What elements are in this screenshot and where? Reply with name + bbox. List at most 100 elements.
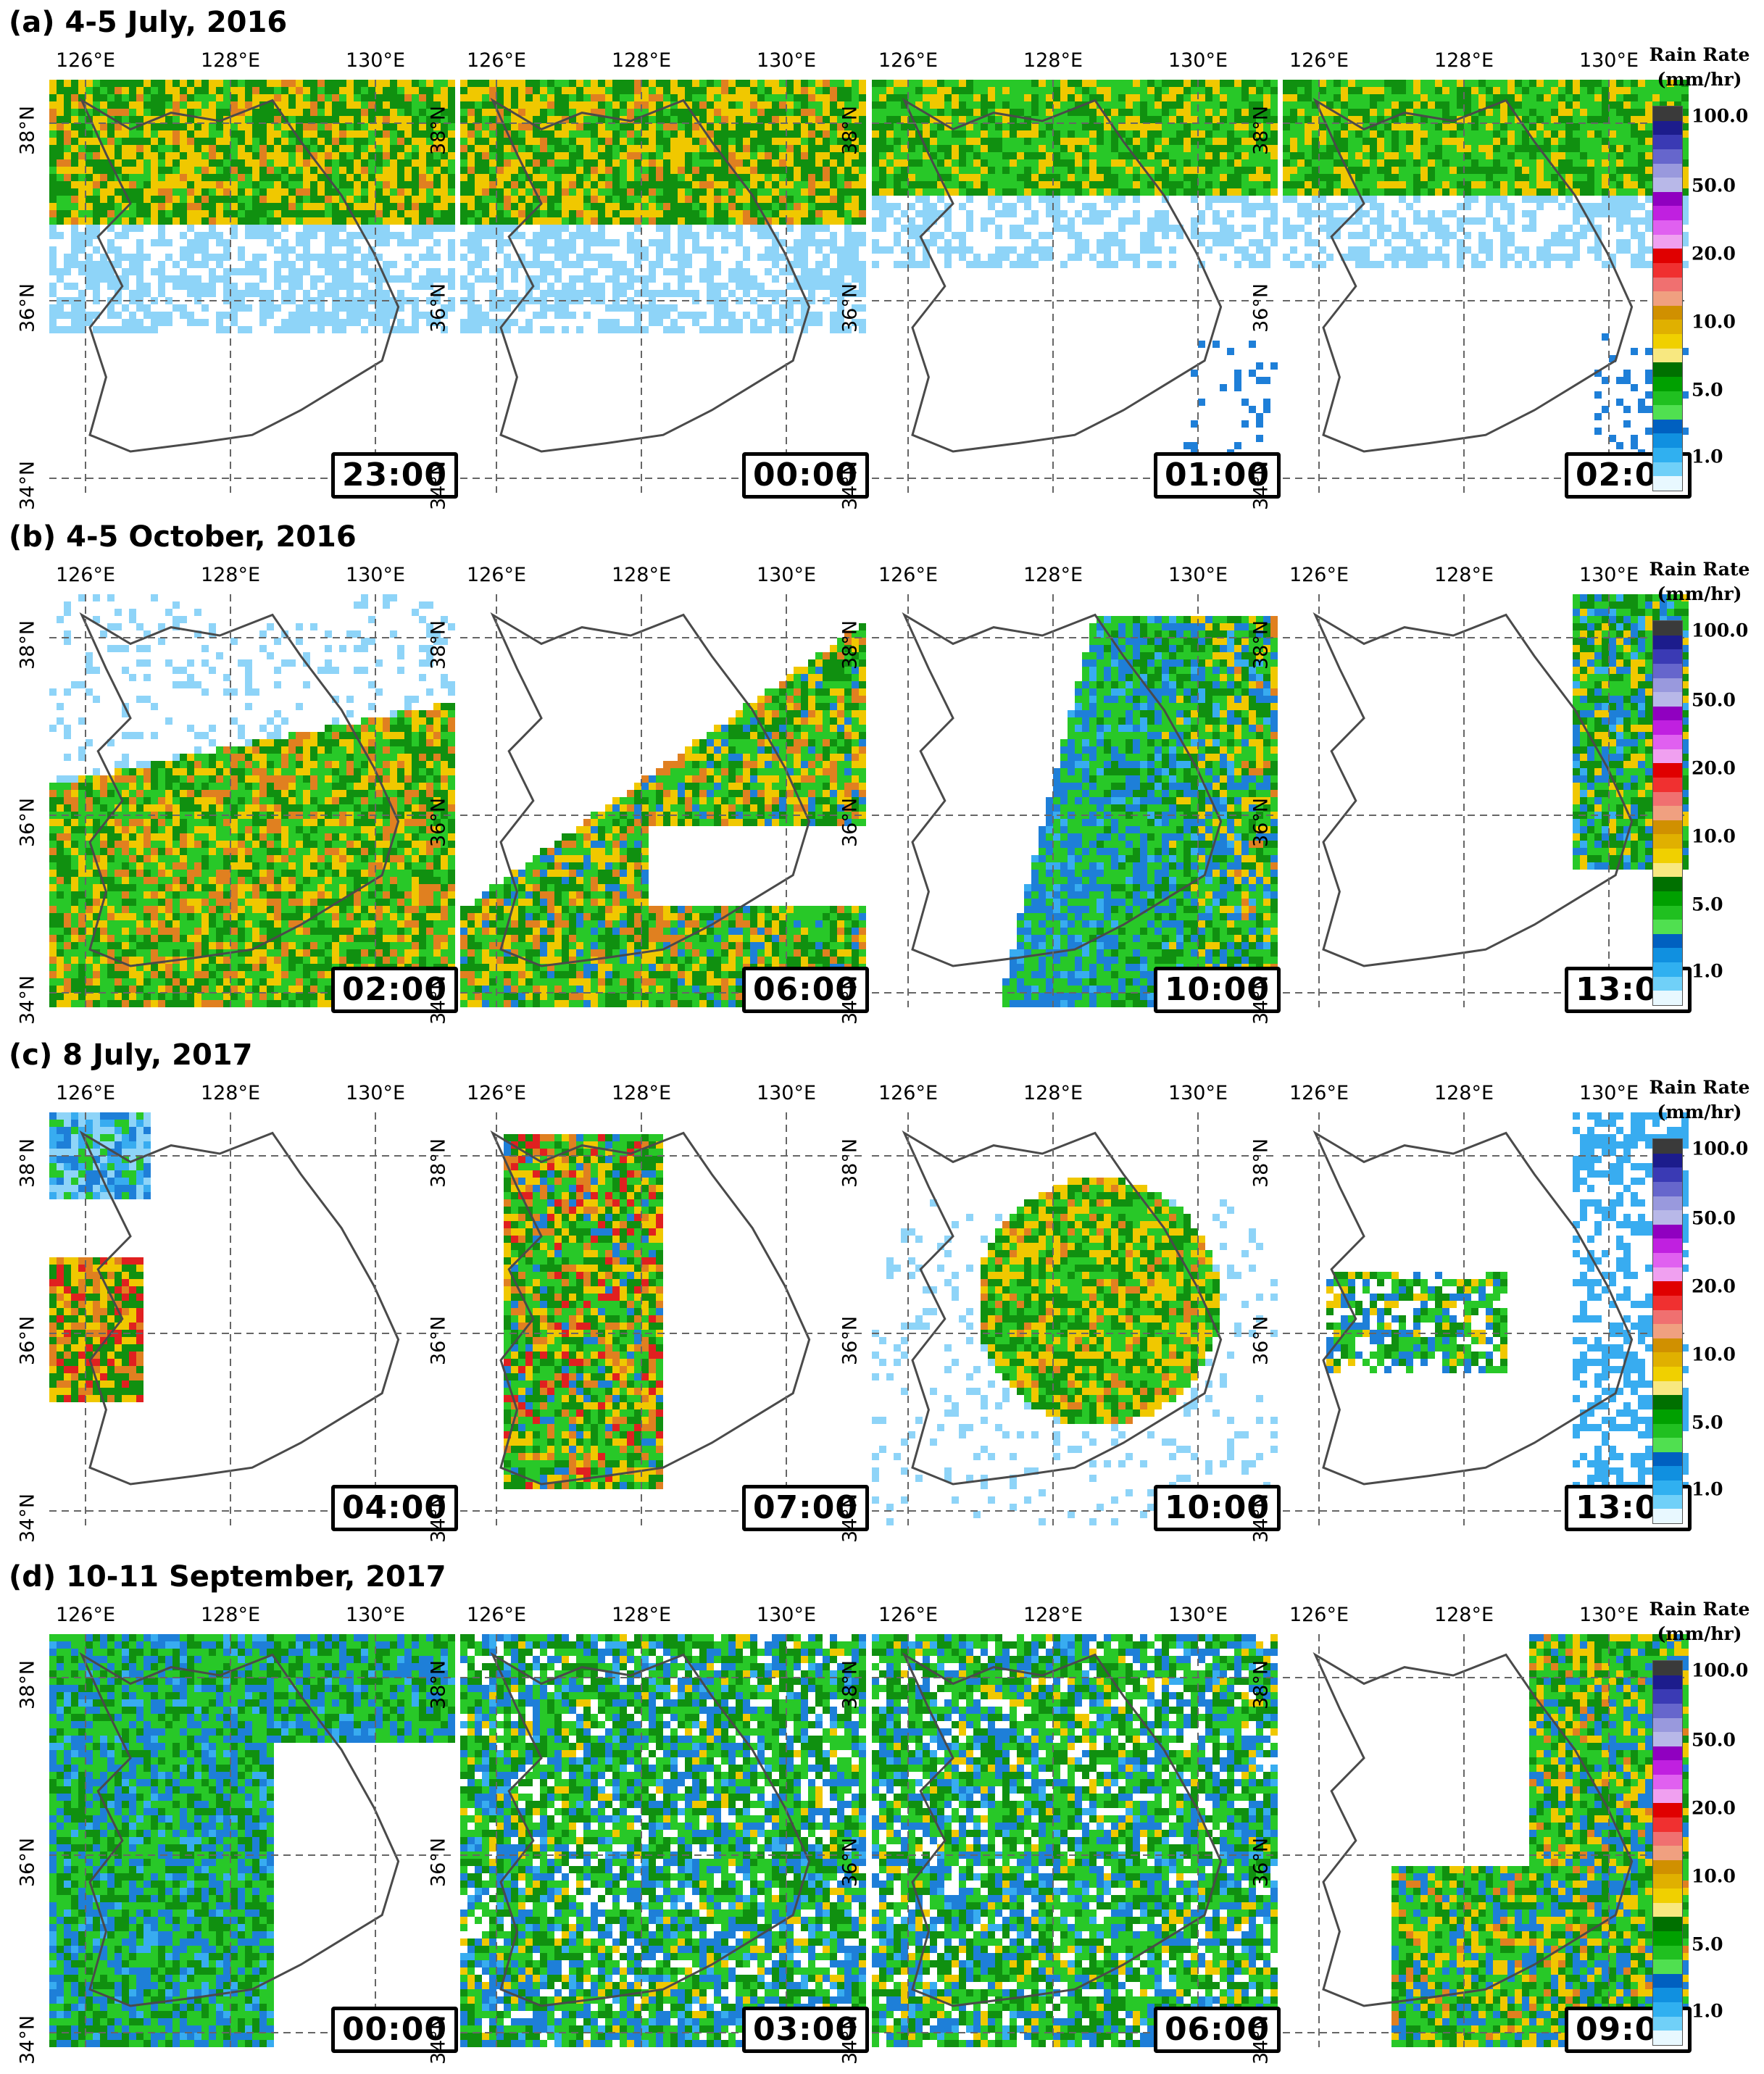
legend-swatch [1653,1253,1682,1267]
rain-rate-legend: Rain Rate (mm/hr) 100.0 50.0 20.0 10.0 5.0 1.0 [1645,558,1754,1007]
legend-swatch [1653,462,1682,477]
time-label: 02:00 [330,967,458,1013]
legend-label: 5.0 [1692,1412,1723,1433]
legend-swatch [1653,635,1682,650]
legend-swatch [1653,735,1682,749]
latitude-label: 36°N [1250,1838,1273,1887]
legend-swatch [1653,391,1682,406]
legend-label: 100.0 [1692,106,1748,127]
legend-label: 20.0 [1692,1798,1736,1819]
longitude-label: 128°E [612,564,671,586]
legend-swatch [1653,1309,1682,1325]
legend-swatch [1653,2002,1682,2017]
latitude-label: 36°N [1250,798,1273,847]
legend-swatch [1653,706,1682,721]
legend-label: 5.0 [1692,380,1723,401]
legend-swatch [1653,834,1682,849]
legend-swatch [1653,2016,1682,2031]
longitude-label: 130°E [1168,1604,1228,1626]
longitude-label: 130°E [1579,1082,1639,1104]
longitude-label: 130°E [1168,564,1228,586]
legend-label: 50.0 [1692,690,1736,711]
legend-swatch [1653,249,1682,263]
longitude-label: 126°E [56,1604,115,1626]
legend-swatch [1653,791,1682,807]
legend-swatch [1653,1395,1682,1409]
latitude-label: 34°N [17,1494,39,1543]
longitude-label: 126°E [1289,49,1349,72]
longitude-label: 128°E [1434,564,1494,586]
legend-swatch [1653,1988,1682,2002]
latitude-label: 36°N [1250,283,1273,333]
coastline [1312,97,1634,453]
longitude-label: 130°E [757,1604,816,1626]
legend-label: 10.0 [1692,1344,1736,1365]
row-title: (c) 8 July, 2017 [9,1038,252,1072]
latitude-label: 38°N [839,1660,862,1709]
legend-swatch [1653,348,1682,363]
latitude-label: 38°N [1250,1138,1273,1188]
legend-swatch [1653,1960,1682,1974]
legend-swatch [1653,1675,1682,1690]
latitude-label: 36°N [17,1838,39,1887]
legend-swatch [1653,234,1682,249]
longitude-label: 128°E [1434,49,1494,72]
latitude-label: 34°N [1250,461,1273,510]
radar-panel: 10:00 [872,1112,1281,1531]
legend-swatch [1653,1423,1682,1438]
longitude-label: 130°E [1168,49,1228,72]
legend-label: 20.0 [1692,758,1736,779]
longitude-label: 126°E [1289,564,1349,586]
longitude-label: 130°E [1579,49,1639,72]
latitude-label: 36°N [839,283,862,333]
longitude-label: 128°E [201,564,260,586]
longitude-label: 130°E [1579,1604,1639,1626]
row-title: (a) 4-5 July, 2016 [9,6,287,39]
rain-map [872,594,1278,1007]
longitude-label: 128°E [1434,1604,1494,1626]
rain-rate-legend: Rain Rate (mm/hr) 100.0 50.0 20.0 10.0 5.0 1.0 [1645,1076,1754,1525]
latitude-label: 38°N [17,620,39,670]
legend-swatch [1653,1775,1682,1789]
legend-swatch [1653,1917,1682,1931]
legend-swatch [1653,419,1682,434]
legend-swatch [1653,206,1682,220]
legend-swatch [1653,1238,1682,1253]
legend-label: 5.0 [1692,894,1723,915]
legend-swatch [1653,1888,1682,1903]
longitude-label: 130°E [757,49,816,72]
radar-panel: 06:00 [460,594,869,1013]
legend-swatch [1653,777,1682,792]
time-label: 10:00 [1153,1485,1281,1531]
legend-swatch [1653,905,1682,920]
longitude-label: 128°E [1023,564,1083,586]
legend-swatch [1653,1367,1682,1381]
legend-swatch [1653,305,1682,320]
latitude-label: 36°N [17,798,39,847]
row-title: (b) 4-5 October, 2016 [9,520,357,554]
longitude-label: 130°E [1168,1082,1228,1104]
legend-label: 100.0 [1692,1138,1748,1159]
rain-map [872,80,1278,493]
legend-title: Rain Rate [1645,43,1754,67]
legend-swatch [1653,1295,1682,1310]
coastline [902,612,1223,967]
legend-swatch [1653,1466,1682,1480]
latitude-label: 38°N [17,1660,39,1709]
radar-panel: 00:00 [49,1634,458,2053]
rain-map [49,594,455,1007]
latitude-label: 34°N [17,975,39,1025]
legend-swatch [1653,405,1682,420]
latitude-label: 34°N [428,975,450,1025]
legend-label: 50.0 [1692,1208,1736,1229]
latitude-label: 34°N [1250,975,1273,1025]
longitude-label: 126°E [467,1082,526,1104]
legend-swatch [1653,678,1682,693]
legend-swatch [1653,320,1682,334]
coastline [79,1652,400,2007]
legend-swatch [1653,2031,1682,2045]
legend-colorbar [1652,106,1683,491]
legend-swatch [1653,1902,1682,1917]
time-label: 07:00 [741,1485,869,1531]
legend-swatch [1653,948,1682,962]
